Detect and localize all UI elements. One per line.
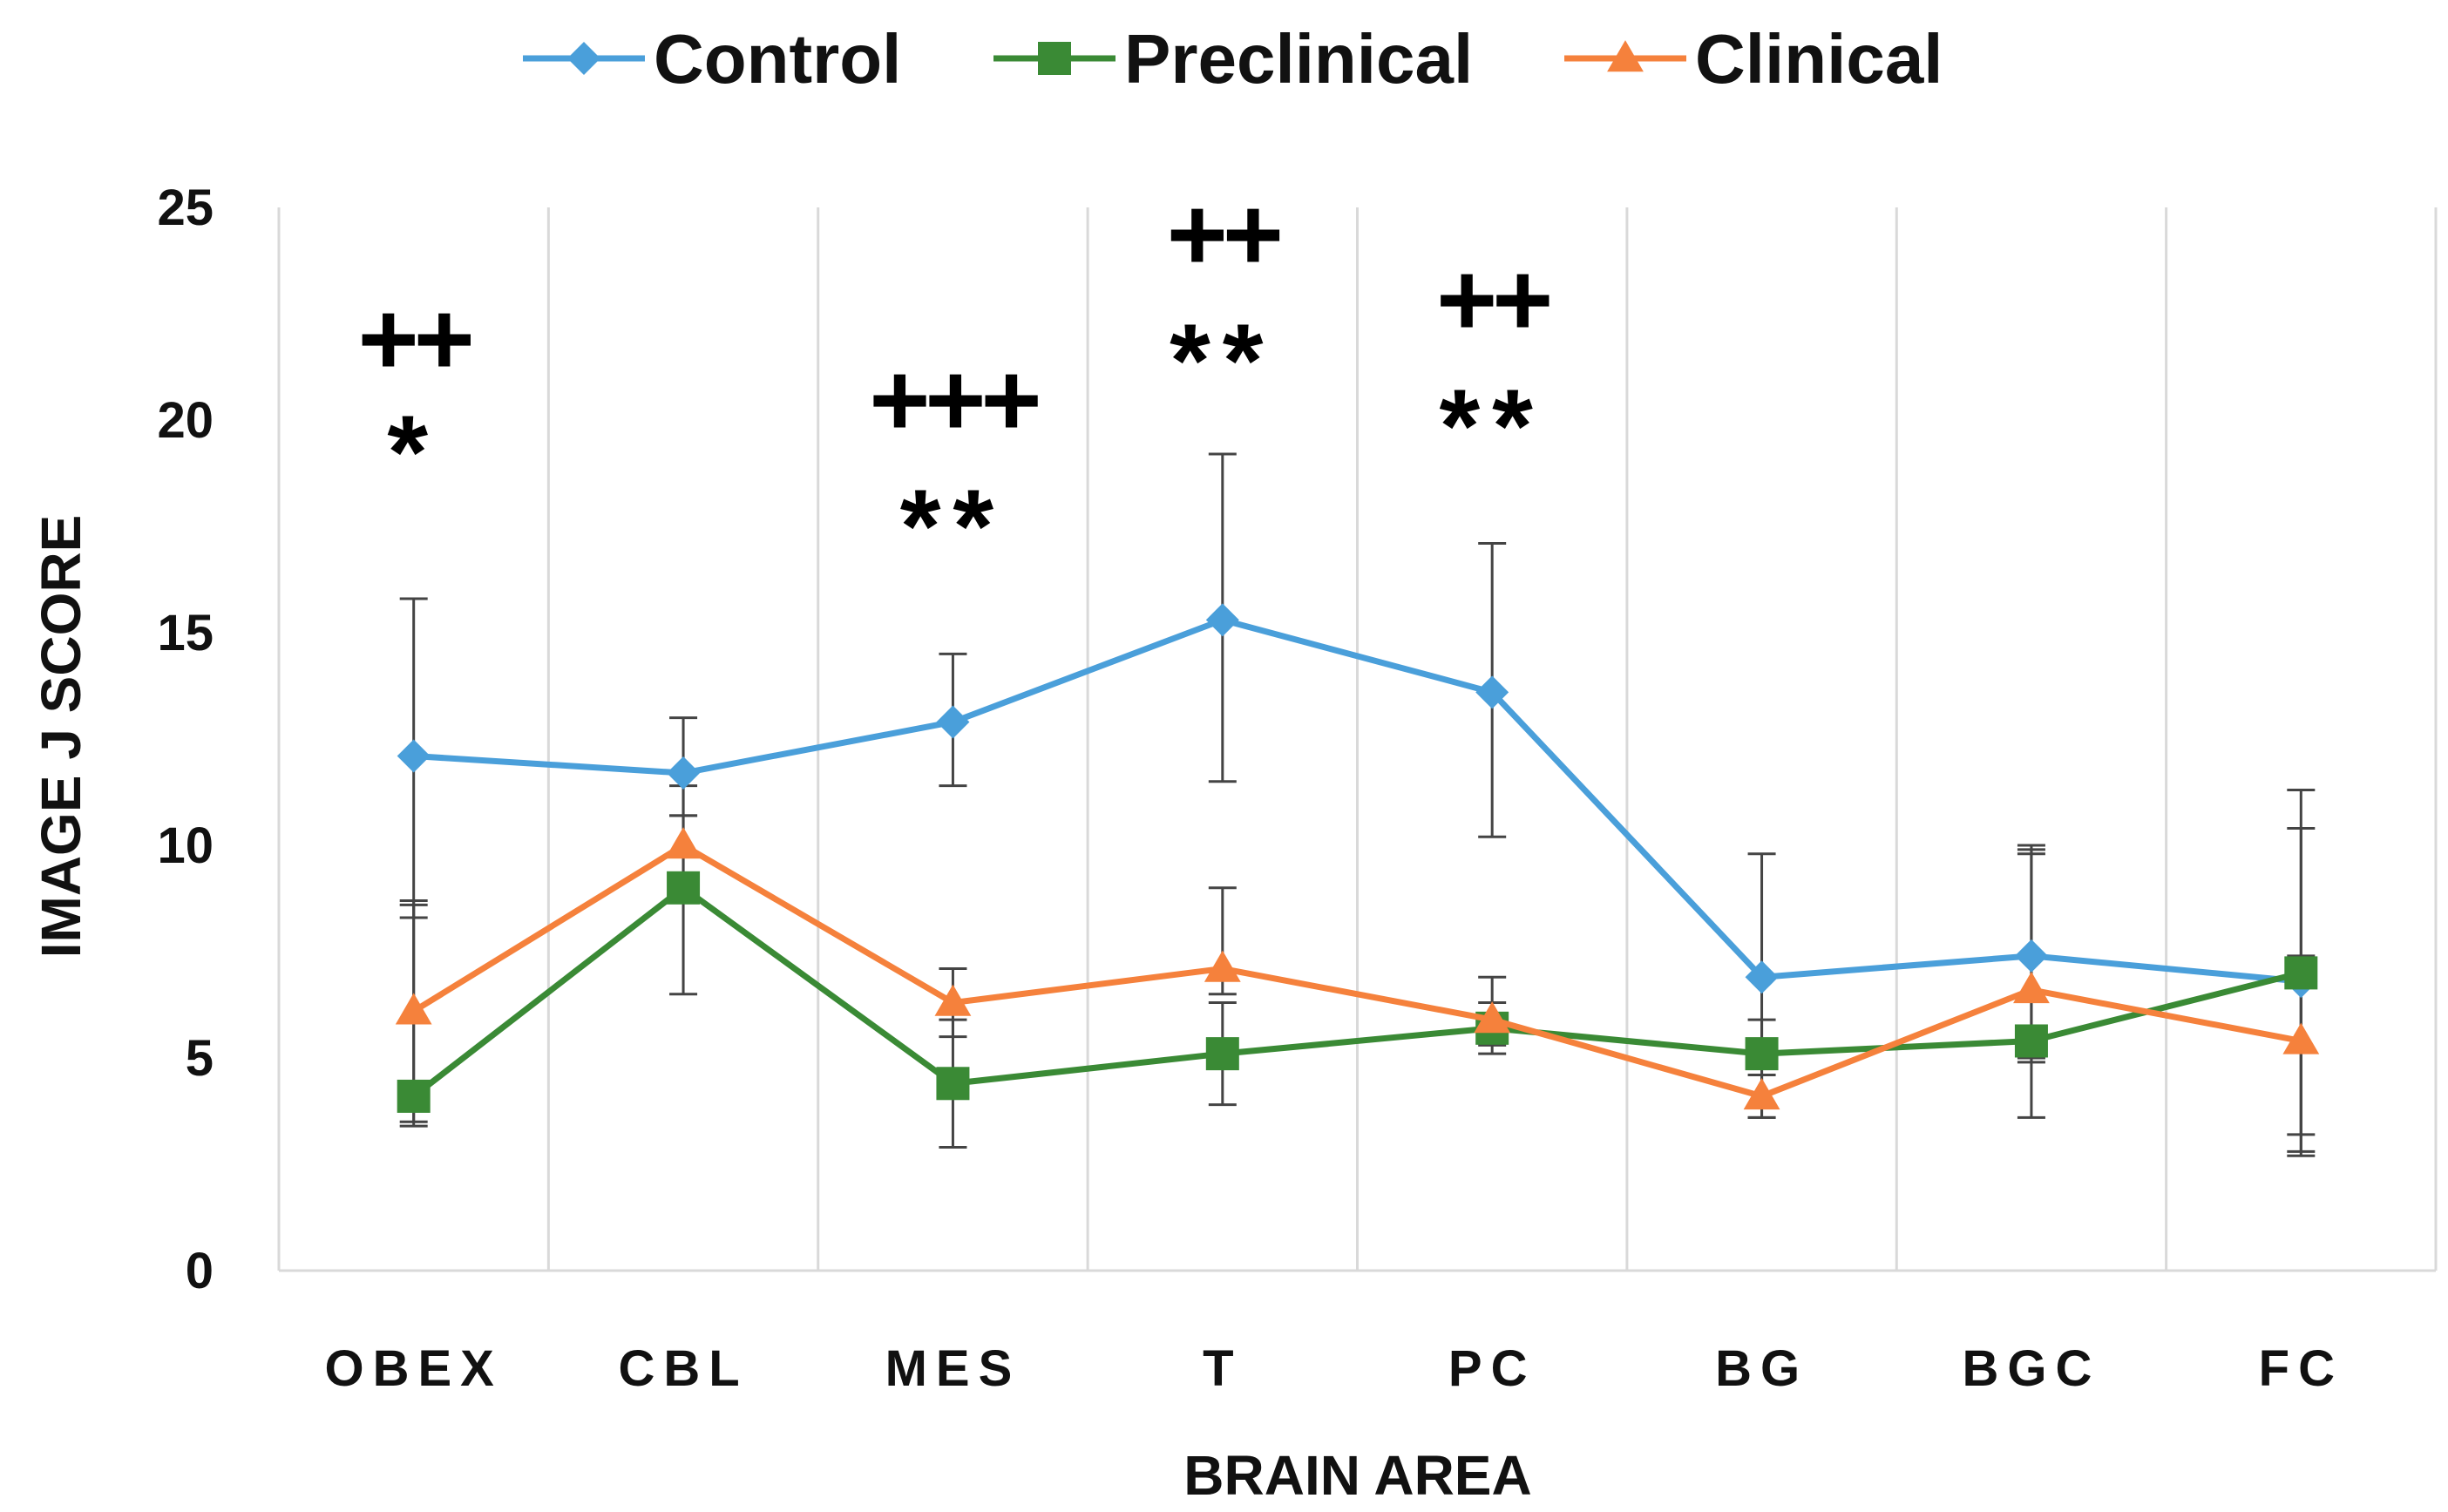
series-line-clinical — [411, 842, 2302, 1100]
x-tick-label: FC — [2259, 1340, 2343, 1397]
legend-label-control: Control — [654, 20, 901, 98]
axis-layer: 0 5 10 15 20 25 OBEX CBL MES T PC BG BGC FC — [157, 180, 2436, 1397]
data-point-preclinical — [2014, 1024, 2048, 1058]
significance-marker: * — [387, 394, 440, 511]
data-point-preclinical — [1745, 1037, 1779, 1071]
legend-label-preclinical: Preclinical — [1124, 20, 1473, 98]
data-point-control — [936, 705, 970, 739]
data-point-control — [2014, 939, 2048, 973]
x-tick-label: BG — [1715, 1340, 1808, 1397]
data-point-preclinical — [1205, 1037, 1239, 1071]
data-point-clinical — [2282, 1022, 2320, 1054]
x-tick-label: PC — [1448, 1340, 1536, 1397]
data-point-clinical — [1743, 1078, 1780, 1110]
y-tick-label: 5 — [186, 1030, 214, 1087]
grid-layer — [277, 207, 2438, 1271]
significance-marker: ++ — [358, 281, 471, 397]
data-point-clinical — [665, 827, 702, 859]
x-axis-title: BRAIN AREA — [1183, 1444, 1531, 1507]
data-point-control — [1745, 960, 1779, 994]
x-tick-label: CBL — [618, 1340, 748, 1397]
x-tick-label: MES — [885, 1340, 1021, 1397]
data-point-control — [1205, 603, 1239, 637]
legend-marker-control — [567, 42, 600, 75]
x-tick-label: T — [1203, 1340, 1242, 1397]
significance-marker: ++ — [1436, 241, 1549, 358]
data-point-clinical — [1474, 1001, 1511, 1034]
data-point-preclinical — [397, 1079, 431, 1113]
y-tick-label: 25 — [157, 180, 214, 236]
data-point-clinical — [395, 993, 432, 1025]
significance-marker: ++ — [1167, 176, 1280, 293]
data-point-clinical — [934, 984, 972, 1016]
series-line-preclinical — [411, 885, 2302, 1099]
legend-marker-clinical — [1607, 40, 1644, 72]
series-line-control — [413, 616, 2302, 985]
legend: Control Preclinical Clinical — [523, 20, 1943, 98]
data-point-preclinical — [667, 871, 701, 905]
y-axis-title: IMAGE J SCORE — [30, 515, 92, 959]
y-tick-label: 0 — [186, 1243, 214, 1299]
data-point-control — [667, 756, 701, 790]
data-point-preclinical — [2284, 956, 2318, 990]
data-point-preclinical — [936, 1067, 970, 1101]
significance-marker: +++ — [869, 342, 1038, 458]
data-point-control — [397, 739, 431, 773]
significance-marker: ** — [1439, 368, 1544, 485]
data-point-clinical — [2013, 972, 2050, 1004]
legend-marker-preclinical — [1038, 42, 1071, 75]
y-tick-label: 15 — [157, 605, 214, 661]
data-point-clinical — [1204, 950, 1241, 982]
y-tick-label: 20 — [157, 392, 214, 449]
series-layer — [395, 603, 2320, 1113]
data-point-control — [1475, 675, 1509, 709]
x-tick-label: OBEX — [325, 1340, 503, 1397]
y-tick-label: 10 — [157, 817, 214, 874]
significance-marker: ** — [900, 468, 1006, 585]
legend-label-clinical: Clinical — [1695, 20, 1943, 98]
x-tick-label: BGC — [1962, 1340, 2100, 1397]
significance-marker: ** — [1170, 302, 1275, 419]
annotation-layer: ++* +++**++**++** — [358, 176, 1556, 585]
